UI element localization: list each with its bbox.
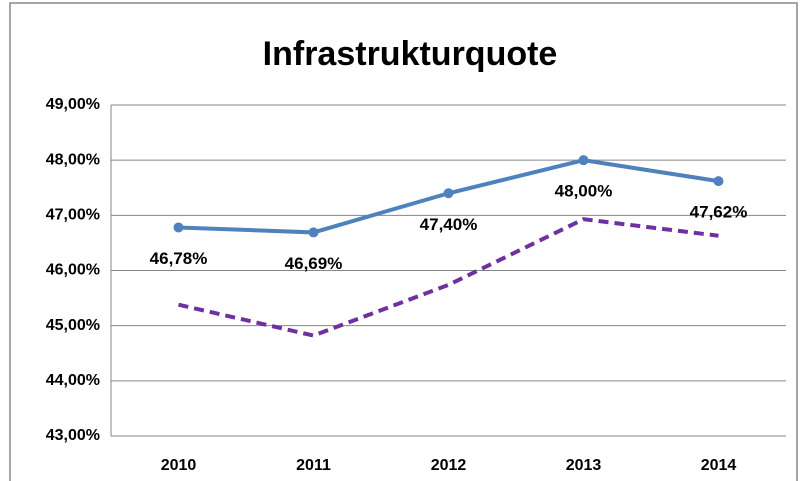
x-tick-label: 2010 xyxy=(161,457,197,474)
y-tick-label: 43,00% xyxy=(46,427,100,444)
chart-frame xyxy=(9,2,798,481)
data-label: 47,40% xyxy=(420,215,478,234)
x-tick-label: 2012 xyxy=(431,457,467,474)
y-tick-label: 46,00% xyxy=(46,262,100,279)
y-tick-label: 49,00% xyxy=(46,96,100,113)
data-label: 46,78% xyxy=(150,249,208,268)
x-tick-label: 2013 xyxy=(566,457,602,474)
point xyxy=(713,176,724,187)
point xyxy=(308,227,319,238)
point xyxy=(578,155,589,166)
data-label: 48,00% xyxy=(555,182,613,201)
y-tick-label: 48,00% xyxy=(46,151,100,168)
data-label: 46,69% xyxy=(285,254,343,273)
data-label: 47,62% xyxy=(690,203,748,222)
x-tick-label: 2011 xyxy=(296,457,331,474)
y-tick-label: 45,00% xyxy=(46,317,100,334)
point xyxy=(443,188,454,199)
y-tick-label: 47,00% xyxy=(46,207,100,224)
chart-title: Infrastrukturquote xyxy=(263,35,558,73)
x-tick-label: 2014 xyxy=(701,457,737,474)
point xyxy=(173,222,184,233)
y-tick-label: 44,00% xyxy=(46,372,100,389)
